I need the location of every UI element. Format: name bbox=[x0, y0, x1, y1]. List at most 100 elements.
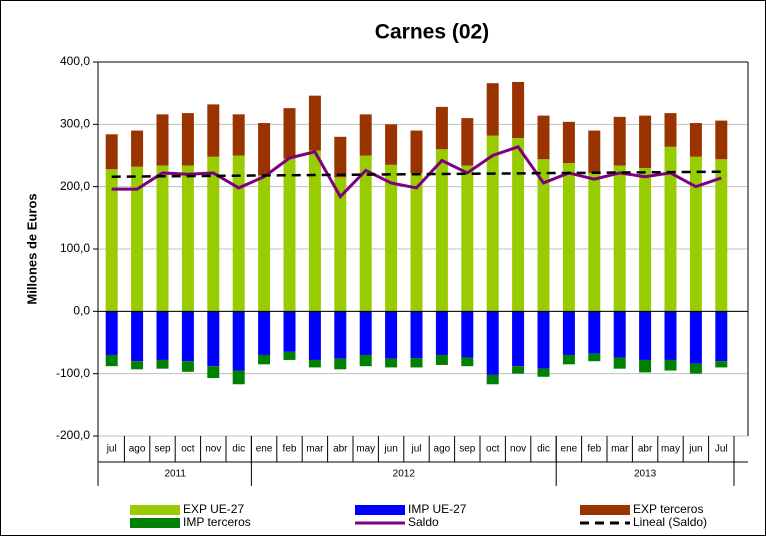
bar bbox=[359, 114, 372, 156]
bar bbox=[156, 165, 169, 312]
legend-label: EXP UE-27 bbox=[183, 502, 244, 516]
x-tick-label: mar bbox=[306, 444, 324, 455]
bar bbox=[512, 366, 525, 374]
bar bbox=[664, 146, 677, 312]
bar bbox=[308, 359, 321, 368]
bar bbox=[689, 156, 702, 312]
bar bbox=[258, 354, 271, 365]
bar bbox=[537, 368, 550, 377]
y-tick-label: 0,0 bbox=[73, 304, 90, 318]
legend-label: Saldo bbox=[408, 515, 439, 529]
bar bbox=[131, 361, 144, 370]
x-tick-label: sep bbox=[154, 444, 171, 455]
bar bbox=[181, 311, 194, 362]
bar bbox=[258, 311, 271, 355]
bar bbox=[334, 177, 347, 312]
bar bbox=[613, 165, 626, 312]
bar bbox=[435, 149, 448, 312]
bar bbox=[385, 124, 398, 165]
x-tick-label: jul bbox=[106, 444, 117, 455]
x-tick-label: dic bbox=[232, 444, 245, 455]
bar bbox=[562, 162, 575, 312]
bar bbox=[715, 159, 728, 312]
x-tick-label: jun bbox=[383, 444, 397, 455]
bar bbox=[258, 175, 271, 312]
bar bbox=[181, 165, 194, 312]
legend-label: EXP terceros bbox=[633, 502, 703, 516]
trend-line bbox=[111, 170, 722, 178]
bar bbox=[181, 113, 194, 166]
bar bbox=[131, 311, 144, 362]
bar bbox=[537, 115, 550, 160]
bar bbox=[664, 113, 677, 147]
bar bbox=[715, 120, 728, 160]
legend-label: IMP UE-27 bbox=[408, 502, 467, 516]
bar bbox=[486, 135, 499, 312]
bar bbox=[715, 361, 728, 368]
bar bbox=[207, 311, 220, 367]
x-tick-label: dic bbox=[537, 444, 550, 455]
line bbox=[111, 144, 722, 200]
bar bbox=[537, 311, 550, 369]
bar bbox=[131, 130, 144, 167]
bar bbox=[334, 136, 347, 178]
x-tick-label: nov bbox=[510, 444, 526, 455]
x-tick-label: feb bbox=[587, 444, 601, 455]
bar bbox=[639, 167, 652, 312]
bar bbox=[588, 172, 601, 312]
y-tick-label: 400,0 bbox=[60, 54, 90, 68]
legend-swatch bbox=[130, 505, 180, 515]
bar bbox=[385, 358, 398, 368]
x-tick-label: mar bbox=[611, 444, 629, 455]
bar bbox=[258, 123, 271, 176]
x-group-label: 2012 bbox=[393, 469, 416, 480]
bar bbox=[664, 311, 677, 360]
bar bbox=[283, 351, 296, 360]
x-tick-label: ago bbox=[434, 444, 451, 455]
bar bbox=[512, 138, 525, 312]
x-group-label: 2013 bbox=[634, 469, 657, 480]
x-tick-label: sep bbox=[459, 444, 476, 455]
y-tick-label: 300,0 bbox=[60, 117, 90, 131]
bar bbox=[105, 354, 118, 367]
bar bbox=[588, 130, 601, 173]
x-tick-label: ago bbox=[129, 444, 146, 455]
x-tick-label: ene bbox=[561, 444, 578, 455]
legend-swatch bbox=[580, 505, 630, 515]
bar bbox=[689, 123, 702, 157]
bar bbox=[486, 83, 499, 136]
x-tick-label: Jul bbox=[715, 444, 728, 455]
legend-label: Lineal (Saldo) bbox=[633, 515, 707, 529]
bar bbox=[461, 118, 474, 166]
bar bbox=[207, 156, 220, 312]
y-axis-label: Millones de Euros bbox=[24, 193, 39, 304]
x-tick-label: oct bbox=[181, 444, 195, 455]
bar bbox=[613, 311, 626, 358]
bar bbox=[613, 357, 626, 369]
bar bbox=[334, 311, 347, 359]
bar bbox=[308, 95, 321, 151]
bar bbox=[461, 165, 474, 312]
legend-swatch bbox=[130, 518, 180, 528]
bar bbox=[512, 311, 525, 367]
bar bbox=[588, 311, 601, 354]
x-tick-label: abr bbox=[638, 444, 653, 455]
y-tick-label: -200,0 bbox=[56, 428, 90, 442]
bar bbox=[562, 354, 575, 365]
bar bbox=[461, 357, 474, 367]
bar bbox=[105, 169, 118, 312]
bar bbox=[156, 114, 169, 166]
bar bbox=[105, 311, 118, 355]
y-tick-label: 100,0 bbox=[60, 241, 90, 255]
bar bbox=[435, 106, 448, 150]
bar bbox=[639, 359, 652, 373]
bar bbox=[512, 81, 525, 139]
bar bbox=[283, 311, 296, 352]
bar bbox=[715, 311, 728, 362]
bar bbox=[562, 121, 575, 163]
x-tick-label: may bbox=[356, 444, 375, 455]
bar bbox=[105, 134, 118, 170]
bar bbox=[308, 311, 321, 360]
